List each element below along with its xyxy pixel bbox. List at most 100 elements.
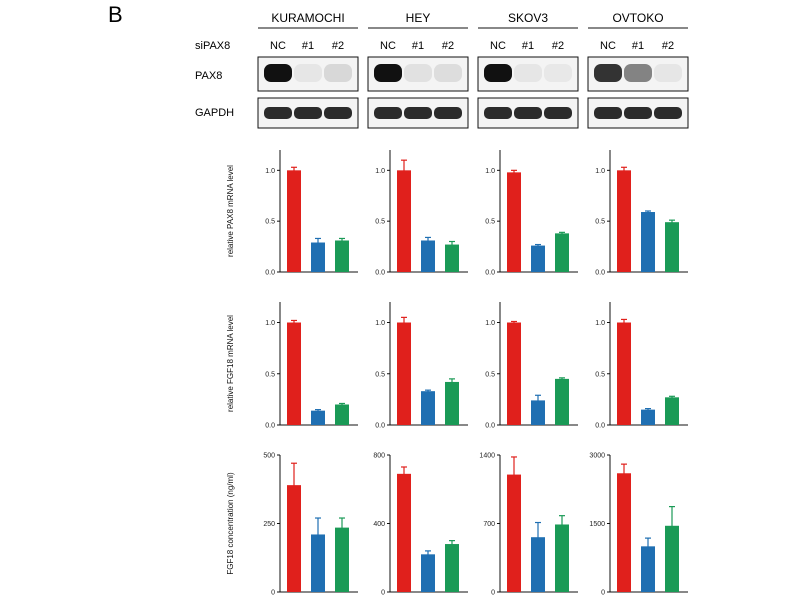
y-tick-label-0: 0.0 [265,270,275,277]
y-tick-label-2: 1400 [479,453,495,460]
y-tick-label-0: 0.0 [375,423,385,430]
bar-3 [555,524,569,592]
bar-1 [397,473,411,592]
lane-label-ovtoko-3: #2 [662,40,674,52]
y-tick-label-1: 0.5 [375,219,385,226]
y-tick-label-0: 0 [491,590,495,597]
y-tick-label-1: 0.5 [485,371,495,378]
bar-3 [555,233,569,272]
y-tick-label-0: 0.0 [485,423,495,430]
lane-label-kuramochi-2: #1 [302,40,314,52]
y-tick-label-2: 1.0 [375,168,385,175]
bar-3 [555,378,569,425]
chart-hey-fgf18-concentration: 0 400 800 [373,453,468,597]
y-tick-label-2: 1.0 [485,168,495,175]
chart-skov3-fgf18-mrna: 0.0 0.5 1.0 [485,302,578,430]
y-tick-label-0: 0.0 [375,270,385,277]
bar-2 [421,240,435,272]
bar-1 [617,473,631,592]
y-tick-label-0: 0.0 [595,423,605,430]
cell-line-ovtoko: OVTOKO [612,11,663,25]
lane-label-skov3-3: #2 [552,40,564,52]
bar-2 [531,400,545,425]
bar-1 [287,170,301,272]
pax8-band-skov3-1 [484,64,512,82]
y-tick-label-0: 0.0 [595,270,605,277]
western-blots: KURAMOCHI NC #1 #2 HEY NC #1 #2 SKOV3 NC #1 #2 OVTOK… [257,11,689,129]
bar-1 [617,322,631,425]
bar-2 [311,410,325,425]
chart-kuramochi-pax8-mrna: 0.0 0.5 1.0 relative PAX8 mRNA level [226,150,358,277]
y-tick-label-0: 0.0 [485,270,495,277]
pax8-band-hey-3 [434,64,462,82]
gapdh-band-skov3-2 [514,107,542,119]
y-axis-label: FGF18 concentration (ng/ml) [226,472,235,575]
bar-1 [397,322,411,425]
bar-3 [335,240,349,272]
chart-skov3-pax8-mrna: 0.0 0.5 1.0 [485,150,578,277]
gapdh-band-skov3-3 [544,107,572,119]
gapdh-band-kuramochi-2 [294,107,322,119]
lane-label-hey-1: NC [380,40,396,52]
y-axis-label: relative PAX8 mRNA level [226,165,235,257]
y-tick-label-2: 1.0 [375,320,385,327]
blot-label-pax8: PAX8 [195,70,222,82]
lane-label-hey-2: #1 [412,40,424,52]
pax8-band-kuramochi-1 [264,64,292,82]
bar-1 [507,172,521,272]
cell-line-hey: HEY [406,11,431,25]
pax8-band-skov3-2 [514,64,542,82]
y-tick-label-1: 1500 [589,521,605,528]
bar-3 [445,544,459,592]
lane-label-skov3-2: #1 [522,40,534,52]
y-tick-label-2: 1.0 [265,320,275,327]
y-tick-label-1: 250 [263,521,275,528]
sirna-label: siPAX8 [195,40,230,52]
bar-1 [397,170,411,272]
bar-3 [445,381,459,425]
bar-2 [311,534,325,592]
chart-skov3-fgf18-concentration: 0 700 1400 [479,453,578,597]
bar-3 [665,397,679,425]
bar-1 [287,485,301,592]
gapdh-band-kuramochi-1 [264,107,292,119]
y-tick-label-2: 800 [373,453,385,460]
bar-2 [421,554,435,592]
gapdh-band-kuramochi-3 [324,107,352,119]
gapdh-band-ovtoko-2 [624,107,652,119]
gapdh-band-ovtoko-3 [654,107,682,119]
chart-kuramochi-fgf18-concentration: 0 250 500 FGF18 concentration (ng/ml) [226,453,358,597]
y-tick-label-2: 3000 [589,453,605,460]
bar-2 [421,391,435,425]
lane-label-skov3-1: NC [490,40,506,52]
chart-ovtoko-fgf18-concentration: 0 1500 3000 [589,453,688,597]
gapdh-band-hey-3 [434,107,462,119]
bar-3 [445,244,459,272]
lane-label-kuramochi-1: NC [270,40,286,52]
y-axis-label: relative FGF18 mRNA level [226,315,235,412]
bar-3 [665,525,679,592]
bar-2 [531,537,545,592]
y-tick-label-1: 0.5 [595,371,605,378]
bar-1 [507,322,521,425]
cell-line-kuramochi: KURAMOCHI [271,11,344,25]
y-tick-label-1: 0.5 [375,371,385,378]
cell-line-skov3: SKOV3 [508,11,548,25]
lane-label-ovtoko-2: #1 [632,40,644,52]
chart-hey-pax8-mrna: 0.0 0.5 1.0 [375,150,468,277]
y-tick-label-1: 0.5 [265,371,275,378]
panel-label: B [108,2,123,27]
lane-label-ovtoko-1: NC [600,40,616,52]
chart-kuramochi-fgf18-mrna: 0.0 0.5 1.0 relative FGF18 mRNA level [226,302,358,430]
pax8-band-ovtoko-3 [654,64,682,82]
pax8-band-ovtoko-2 [624,64,652,82]
pax8-band-skov3-3 [544,64,572,82]
y-tick-label-0: 0 [601,590,605,597]
bar-3 [335,404,349,425]
bar-2 [641,546,655,592]
pax8-band-kuramochi-3 [324,64,352,82]
y-tick-label-1: 0.5 [595,219,605,226]
bar-2 [641,409,655,425]
y-tick-label-1: 400 [373,521,385,528]
gapdh-band-skov3-1 [484,107,512,119]
